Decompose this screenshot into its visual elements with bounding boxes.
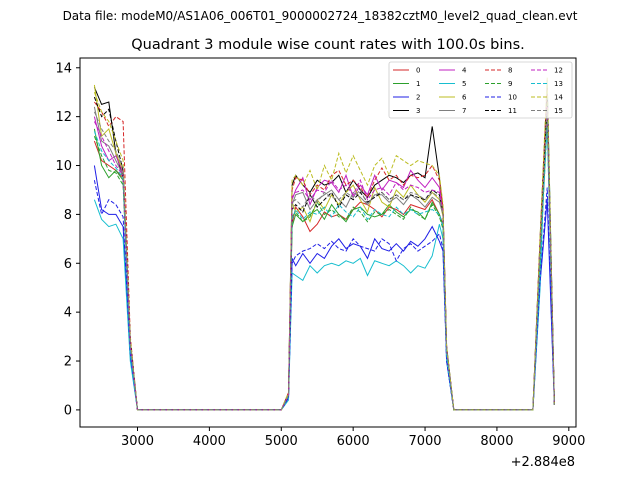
x-tick-label: 5000 <box>265 434 298 449</box>
x-tick-label: 6000 <box>337 434 370 449</box>
legend-label-12: 12 <box>554 67 563 75</box>
y-tick-label: 6 <box>64 257 72 272</box>
y-axis: 0 2 4 6 8 10 12 14 <box>55 61 80 418</box>
legend-box <box>388 61 573 119</box>
legend-label-1: 1 <box>416 80 420 88</box>
figure-suptitle: Data file: modeM0/AS1A06_006T01_90000027… <box>63 9 578 23</box>
series-line-14 <box>93 77 555 411</box>
y-tick-label: 12 <box>55 110 72 125</box>
x-tick-label: 8000 <box>480 434 513 449</box>
legend-label-4: 4 <box>462 67 467 75</box>
legend-label-13: 13 <box>554 80 563 88</box>
legend-label-5: 5 <box>462 80 466 88</box>
y-tick-label: 8 <box>64 208 72 223</box>
legend-label-11: 11 <box>508 107 517 115</box>
legend-label-8: 8 <box>508 67 512 75</box>
plot-area <box>80 58 576 427</box>
x-tick-label: 3000 <box>121 434 154 449</box>
chart-title: Quadrant 3 module wise count rates with … <box>131 37 525 53</box>
legend-label-7: 7 <box>462 107 466 115</box>
x-tick-label: 9000 <box>552 434 585 449</box>
series-line-15 <box>93 109 555 411</box>
legend-label-2: 2 <box>416 94 420 102</box>
legend-label-6: 6 <box>462 94 467 102</box>
x-tick-label: 7000 <box>408 434 441 449</box>
legend-label-0: 0 <box>416 67 420 75</box>
legend-label-15: 15 <box>554 107 563 115</box>
y-tick-label: 14 <box>55 61 72 76</box>
x-axis: 3000 4000 5000 6000 7000 8000 9000 <box>121 427 585 449</box>
x-offset-label: +2.884e8 <box>511 455 575 470</box>
y-tick-label: 10 <box>55 159 72 174</box>
axes-frame <box>79 57 577 428</box>
legend-label-3: 3 <box>416 107 420 115</box>
y-tick-label: 0 <box>64 403 72 418</box>
legend-label-10: 10 <box>508 94 517 102</box>
series-layer <box>93 77 555 411</box>
x-tick-label: 4000 <box>193 434 226 449</box>
y-tick-label: 2 <box>64 355 72 370</box>
legend-label-9: 9 <box>508 80 512 88</box>
y-tick-label: 4 <box>64 306 72 321</box>
legend-label-14: 14 <box>554 94 563 102</box>
